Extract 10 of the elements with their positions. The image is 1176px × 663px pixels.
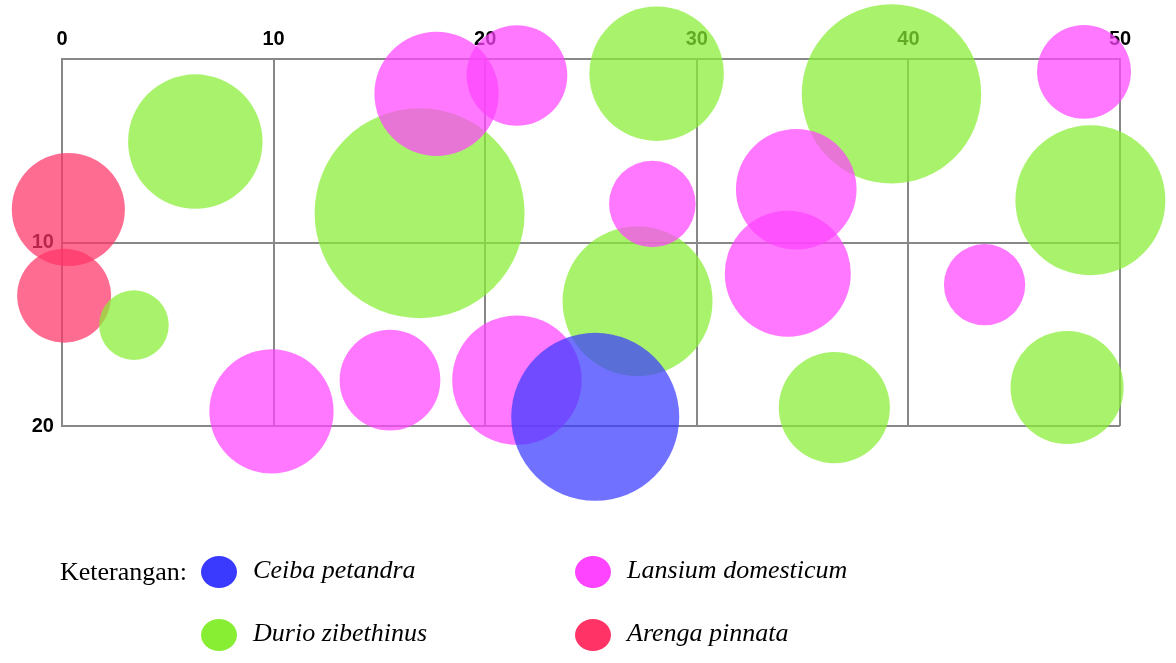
legend-label: Lansium domesticum (627, 555, 848, 584)
legend-label: Durio zibethinus (253, 618, 428, 648)
x-tick-label: 40 (897, 26, 920, 49)
legend-title: Keterangan: (60, 556, 188, 587)
x-tick-label: 30 (685, 26, 708, 49)
legend-label: Ceiba petandra (253, 555, 416, 584)
x-tick-label: 10 (262, 26, 285, 49)
x-tick-label: 50 (1108, 26, 1132, 49)
x-tick-label: 0 (56, 26, 68, 49)
legend-label: Arenga pinnata (627, 618, 789, 648)
